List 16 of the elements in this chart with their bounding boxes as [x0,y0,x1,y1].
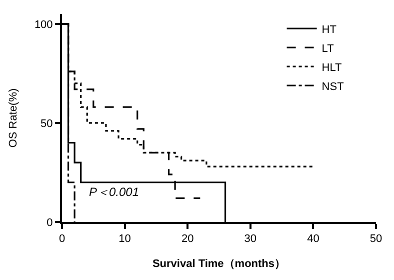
x-tick-label: 0 [58,233,66,246]
legend-label: HT [322,24,337,36]
x-tick-label: 50 [370,233,382,246]
x-tick-label: 10 [118,233,131,246]
x-tick-label: 20 [181,233,194,246]
legend-label: NST [322,80,344,93]
x-tick-label: 40 [307,233,320,246]
x-tick-label: 30 [244,233,257,246]
y-tick-label: 50 [40,118,53,130]
legend-label: LT [322,42,334,55]
y-axis-title: OS Rate(%) [8,88,20,148]
y-tick-label: 0 [46,216,53,229]
y-tick-label: 100 [34,18,53,31]
legend-label: HLT [322,62,342,74]
x-axis-title: Survival Time（months） [152,258,286,270]
annotation: P＜0.001 [89,185,140,199]
